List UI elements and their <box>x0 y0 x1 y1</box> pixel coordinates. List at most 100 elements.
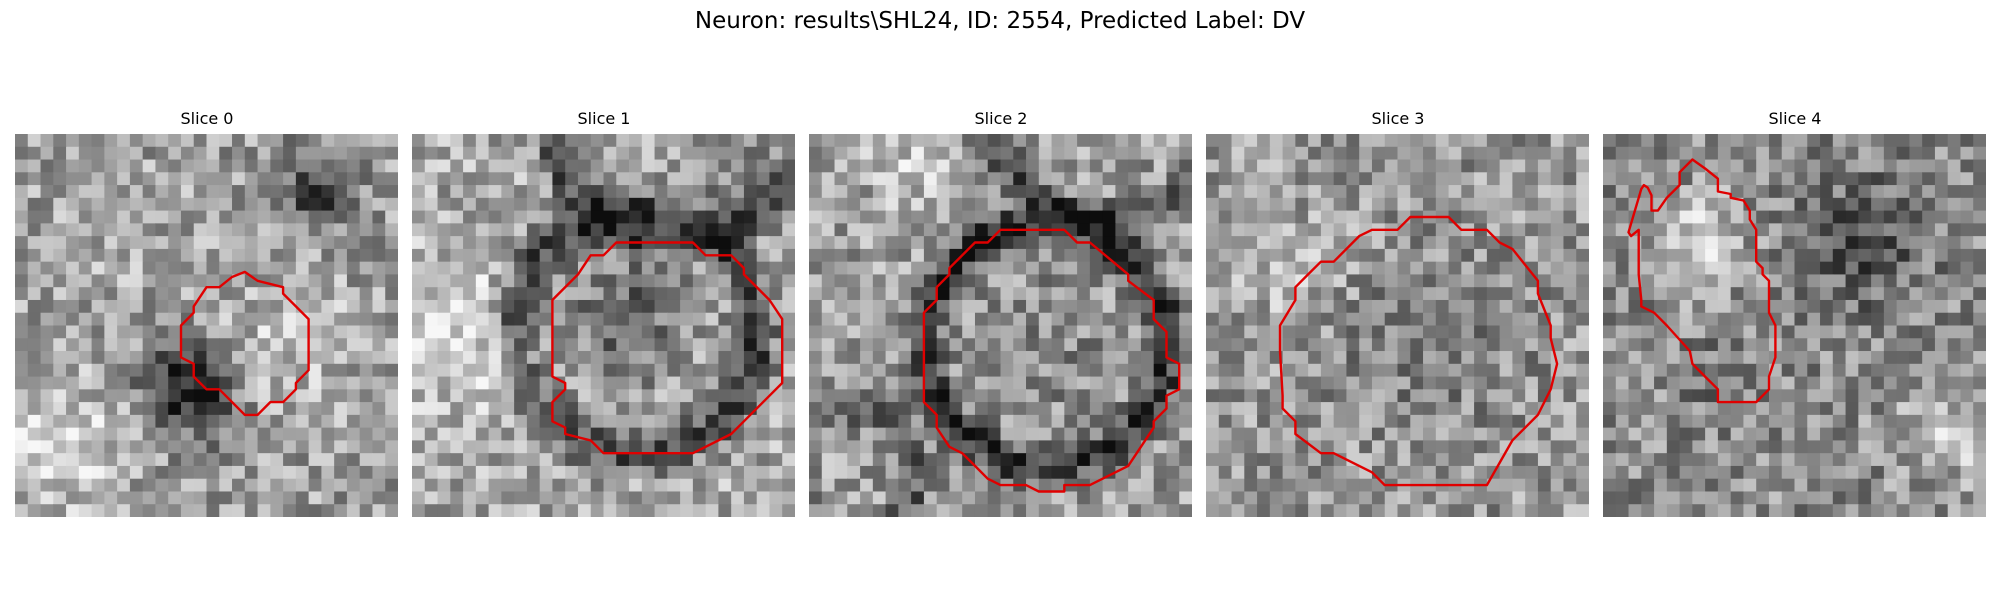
pixel-cell <box>501 146 515 161</box>
pixel-cell <box>412 440 426 454</box>
pixel-cell <box>424 299 439 314</box>
pixel-cell <box>1768 236 1783 250</box>
pixel-cell <box>1486 197 1501 212</box>
pixel-cell <box>385 185 398 199</box>
pixel-cell <box>219 185 233 199</box>
pixel-cell <box>27 478 42 493</box>
pixel-cell <box>860 376 874 390</box>
pixel-cell <box>1692 248 1706 263</box>
pixel-cell <box>616 414 630 429</box>
pixel-cell <box>1153 363 1168 378</box>
pixel-cell <box>1705 134 1719 148</box>
pixel-cell <box>15 210 29 224</box>
pixel-cell <box>1179 414 1192 429</box>
pixel-cell <box>1692 146 1706 161</box>
pixel-cell <box>1794 414 1808 429</box>
pixel-cell <box>743 465 758 480</box>
pixel-cell <box>1832 453 1847 467</box>
pixel-cell <box>705 504 719 517</box>
pixel-cell <box>1832 274 1847 288</box>
pixel-cell <box>1794 504 1808 517</box>
pixel-cell <box>1743 185 1757 199</box>
pixel-cell <box>1512 287 1526 301</box>
pixel-cell <box>1641 159 1655 173</box>
pixel-cell <box>1333 172 1348 186</box>
pixel-cell <box>346 478 361 493</box>
pixel-cell <box>1922 376 1936 390</box>
pixel-cell <box>1909 299 1923 314</box>
pixel-cell <box>104 312 118 327</box>
pixel-cell <box>180 402 195 416</box>
pixel-cell <box>692 465 707 480</box>
pixel-cell <box>1947 236 1962 250</box>
pixel-cell <box>129 312 144 327</box>
pixel-cell <box>1282 261 1296 276</box>
pixel-cell <box>142 210 157 224</box>
pixel-cell <box>412 325 426 339</box>
pixel-cell <box>308 146 322 161</box>
pixel-cell <box>1781 402 1796 416</box>
pixel-cell <box>705 440 719 454</box>
pixel-cell <box>641 172 656 186</box>
pixel-cell <box>1474 389 1488 403</box>
pixel-cell <box>974 376 989 390</box>
pixel-cell <box>514 236 528 250</box>
pixel-cell <box>1768 427 1783 441</box>
pixel-cell <box>1128 504 1142 517</box>
pixel-cell <box>1308 172 1322 186</box>
pixel-cell <box>1909 172 1923 186</box>
pixel-cell <box>1013 197 1027 212</box>
pixel-cell <box>654 491 668 505</box>
pixel-cell <box>1499 491 1513 505</box>
pixel-cell <box>962 299 976 314</box>
pixel-cell <box>756 504 771 517</box>
pixel-cell <box>66 134 80 148</box>
pixel-cell <box>129 325 144 339</box>
pixel-cell <box>667 325 681 339</box>
pixel-cell <box>885 389 899 403</box>
pixel-cell <box>1257 402 1271 416</box>
pixel-cell <box>27 440 42 454</box>
pixel-cell <box>1679 414 1693 429</box>
pixel-cell <box>1448 351 1462 365</box>
pixel-cell <box>577 389 592 403</box>
pixel-cell <box>193 325 208 339</box>
pixel-cell <box>1603 338 1617 352</box>
pixel-cell <box>1115 427 1129 441</box>
pixel-cell <box>1922 223 1936 237</box>
pixel-cell <box>78 146 93 161</box>
pixel-cell <box>1269 414 1284 429</box>
pixel-cell <box>1397 312 1411 327</box>
pixel-cell <box>705 223 719 237</box>
pixel-cell <box>911 389 925 403</box>
pixel-cell <box>1218 363 1233 378</box>
pixel-cell <box>1563 427 1577 441</box>
pixel-cell <box>1448 274 1462 288</box>
pixel-cell <box>308 261 322 276</box>
pixel-cell <box>53 236 67 250</box>
pixel-cell <box>1038 363 1053 378</box>
pixel-cell <box>1576 453 1589 467</box>
pixel-cell <box>731 146 745 161</box>
pixel-cell <box>565 159 579 173</box>
pixel-cell <box>1947 210 1962 224</box>
pixel-cell <box>463 197 477 212</box>
pixel-cell <box>1474 159 1488 173</box>
pixel-cell <box>1525 210 1539 224</box>
pixel-cell <box>692 223 707 237</box>
pixel-cell <box>872 402 887 416</box>
pixel-cell <box>27 389 42 403</box>
pixel-cell <box>654 287 668 301</box>
pixel-cell <box>450 223 464 237</box>
pixel-cell <box>1333 197 1348 212</box>
pixel-cell <box>577 299 592 314</box>
pixel-cell <box>1295 134 1309 148</box>
pixel-cell <box>782 134 795 148</box>
pixel-cell <box>1832 287 1847 301</box>
pixel-cell <box>539 159 554 173</box>
pixel-cell <box>1705 491 1719 505</box>
pixel-cell <box>308 325 322 339</box>
pixel-cell <box>1807 274 1821 288</box>
pixel-cell <box>424 414 439 429</box>
pixel-cell <box>424 351 439 365</box>
